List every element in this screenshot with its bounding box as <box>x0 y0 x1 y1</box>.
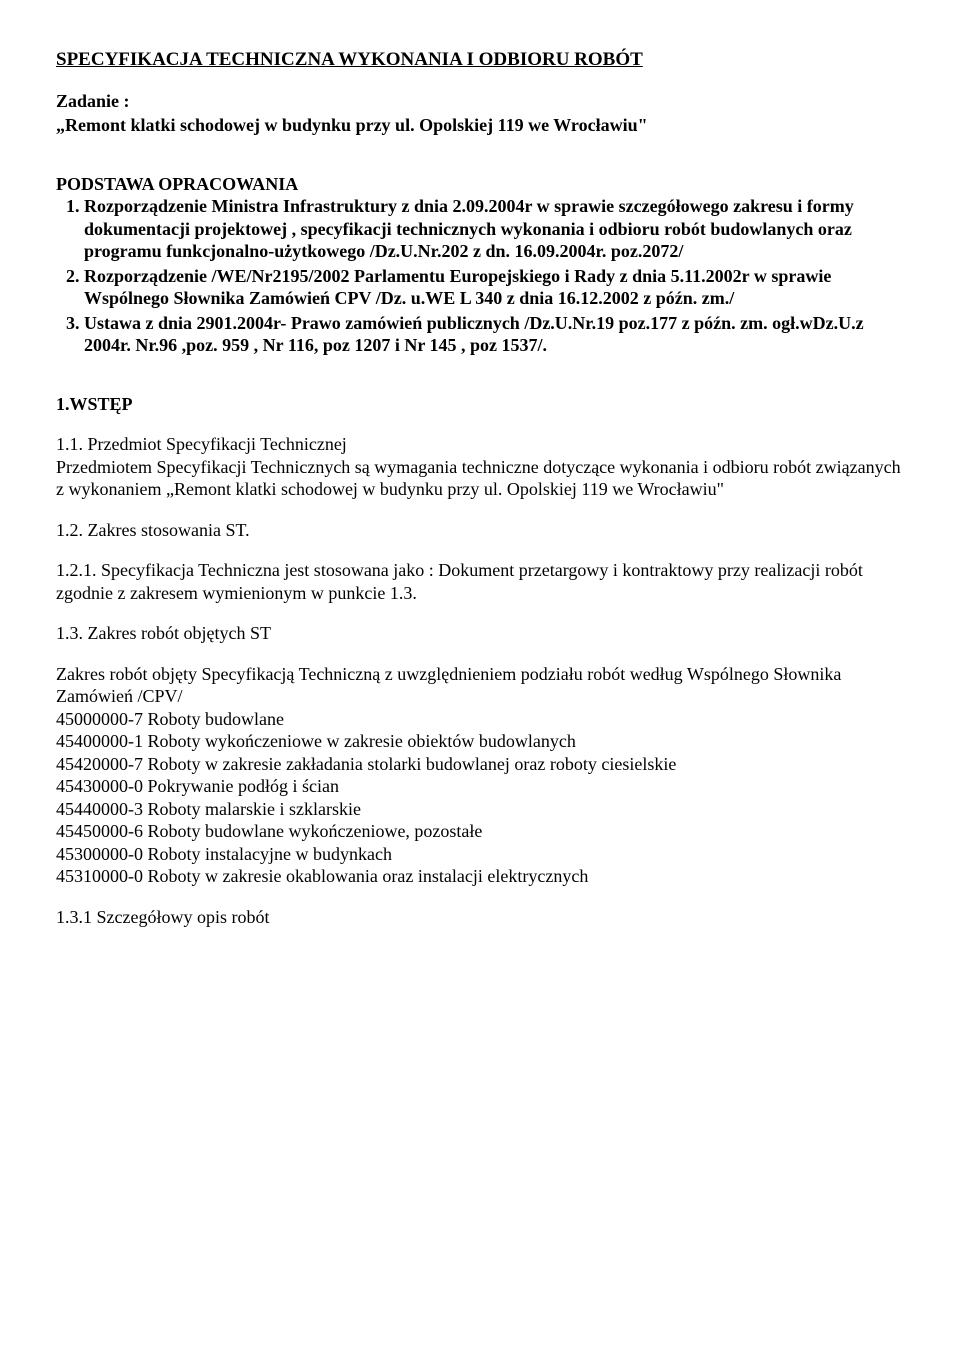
cpv-item: 45450000-6 Roboty budowlane wykończeniow… <box>56 820 904 843</box>
cpv-item: 45400000-1 Roboty wykończeniowe w zakres… <box>56 730 904 753</box>
basis-item: Rozporządzenie Ministra Infrastruktury z… <box>84 195 904 263</box>
doc-title: SPECYFIKACJA TECHNICZNA WYKONANIA I ODBI… <box>56 49 643 70</box>
cpv-item: 45440000-3 Roboty malarskie i szklarskie <box>56 798 904 821</box>
cpv-item: 45310000-0 Roboty w zakresie okablowania… <box>56 865 904 888</box>
cpv-item: 45420000-7 Roboty w zakresie zakładania … <box>56 753 904 776</box>
section-1-1-body: Przedmiotem Specyfikacji Technicznych są… <box>56 457 901 500</box>
section-1-3-heading: 1.3. Zakres robót objętych ST <box>56 622 904 645</box>
section-1-heading: 1.WSTĘP <box>56 393 904 416</box>
section-1-3-intro: Zakres robót objęty Specyfikacją Technic… <box>56 663 904 708</box>
task-text: „Remont klatki schodowej w budynku przy … <box>56 114 904 137</box>
section-1-3-1-heading: 1.3.1 Szczegółowy opis robót <box>56 906 904 929</box>
task-label: Zadanie : <box>56 90 904 113</box>
section-1-2-1-body: 1.2.1. Specyfikacja Techniczna jest stos… <box>56 559 904 604</box>
cpv-item: 45430000-0 Pokrywanie podłóg i ścian <box>56 775 904 798</box>
basis-item: Rozporządzenie /WE/Nr2195/2002 Parlament… <box>84 265 904 310</box>
cpv-item: 45300000-0 Roboty instalacyjne w budynka… <box>56 843 904 866</box>
basis-item: Ustawa z dnia 2901.2004r- Prawo zamówień… <box>84 312 904 357</box>
basis-heading: PODSTAWA OPRACOWANIA <box>56 173 904 196</box>
cpv-item: 45000000-7 Roboty budowlane <box>56 708 904 731</box>
section-1-1-heading: 1.1. Przedmiot Specyfikacji Technicznej <box>56 434 347 454</box>
basis-list: Rozporządzenie Ministra Infrastruktury z… <box>56 195 904 357</box>
section-1-2-heading: 1.2. Zakres stosowania ST. <box>56 519 904 542</box>
